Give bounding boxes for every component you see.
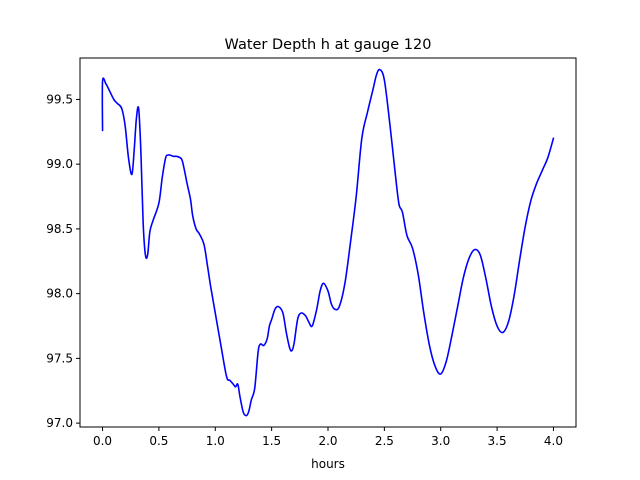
x-tick-label: 3.5 xyxy=(488,434,507,448)
y-tick-label: 97.0 xyxy=(46,416,73,430)
y-tick-label: 98.5 xyxy=(46,222,73,236)
series-line-water-depth xyxy=(101,68,555,417)
x-tick-label: 3.0 xyxy=(431,434,450,448)
x-axis-ticks: 0.0 0.5 1.0 1.5 2.0 2.5 3.0 3.5 4.0 xyxy=(93,427,563,448)
y-tick-label: 99.0 xyxy=(46,157,73,171)
x-tick-label: 1.5 xyxy=(262,434,281,448)
plot-area-frame xyxy=(79,57,577,428)
y-tick-label: 98.0 xyxy=(46,287,73,301)
x-tick-label: 4.0 xyxy=(544,434,563,448)
y-tick-label: 99.5 xyxy=(46,92,73,106)
x-axis-label: hours xyxy=(311,457,345,471)
y-axis-ticks: 97.0 97.5 98.0 98.5 99.0 99.5 xyxy=(46,92,80,430)
x-tick-label: 0.0 xyxy=(93,434,112,448)
x-tick-label: 0.5 xyxy=(149,434,168,448)
x-tick-label: 1.0 xyxy=(206,434,225,448)
x-tick-label: 2.5 xyxy=(375,434,394,448)
chart-title: Water Depth h at gauge 120 xyxy=(225,37,432,53)
x-tick-label: 2.0 xyxy=(318,434,337,448)
y-tick-label: 97.5 xyxy=(46,351,73,365)
